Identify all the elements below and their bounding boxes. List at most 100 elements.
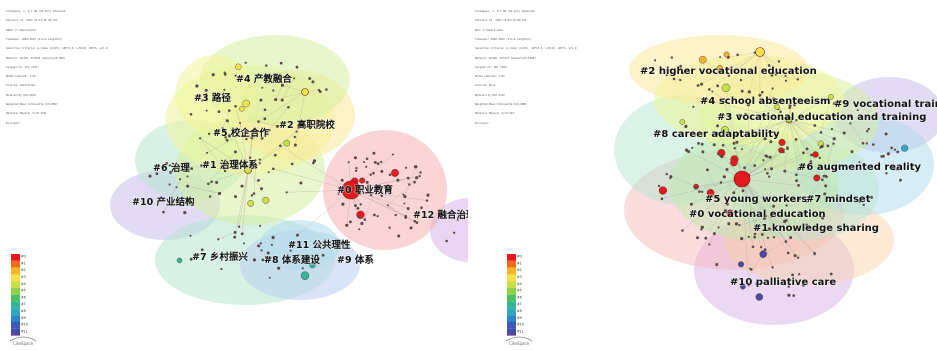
network-node: [740, 237, 744, 241]
network-node: [770, 167, 773, 171]
network-node: [832, 142, 835, 145]
network-node: [893, 148, 896, 151]
network-node: [738, 113, 741, 117]
network-node: [703, 131, 707, 135]
network-node: [257, 120, 260, 123]
network-edge: [741, 178, 758, 230]
network-node: [701, 190, 704, 193]
network-node: [293, 135, 296, 139]
network-node: [746, 103, 750, 107]
network-node: [221, 127, 224, 130]
network-node: [821, 178, 824, 182]
network-node: [788, 106, 792, 110]
network-node: [296, 233, 299, 237]
network-node: [295, 65, 299, 69]
network-node: [369, 194, 373, 197]
network-metadata: CiteSpace, v. 6.1.R6 (64-bit) Advanced F…: [6, 4, 108, 131]
network-node: [726, 209, 734, 217]
network-node: [266, 251, 270, 255]
network-node: [721, 144, 725, 147]
network-node: [285, 191, 288, 194]
network-node: [787, 285, 790, 288]
network-edge: [211, 169, 249, 182]
network-node: [311, 80, 315, 84]
network-node: [813, 174, 821, 182]
network-node: [721, 83, 731, 93]
hub-node: [244, 166, 252, 174]
network-node: [205, 109, 208, 112]
network-node: [747, 284, 750, 287]
legend-label: #2: [21, 268, 26, 272]
network-node: [388, 173, 392, 177]
network-edge: [788, 119, 823, 180]
metadata-line: Excluded:: [475, 121, 490, 125]
network-node: [402, 193, 405, 196]
network-node: [743, 166, 746, 170]
network-node: [774, 104, 780, 110]
network-edge: [771, 75, 798, 80]
network-node: [365, 165, 368, 168]
network-node: [257, 244, 261, 248]
legend-label: #0: [21, 255, 26, 259]
network-node: [168, 164, 172, 167]
network-node: [252, 128, 256, 132]
network-node: [730, 158, 738, 167]
network-node: [272, 167, 275, 171]
network-node: [797, 184, 800, 187]
network-node: [858, 161, 861, 164]
network-edge: [163, 179, 181, 213]
network-node: [758, 93, 762, 97]
network-node: [345, 223, 349, 227]
legend-label: #7: [21, 302, 26, 306]
network-node: [795, 173, 798, 177]
network-node: [261, 258, 265, 262]
network-node: [689, 202, 693, 206]
network-node: [718, 134, 721, 136]
network-node: [349, 220, 352, 224]
network-node: [300, 271, 310, 280]
network-metadata: CiteSpace, v. 6.1.R6 (64-bit) Advanced F…: [475, 4, 577, 131]
network-node: [208, 195, 212, 198]
network-node: [660, 197, 664, 200]
network-node: [795, 119, 798, 122]
legend-label: #7: [517, 302, 522, 306]
network-edge: [207, 131, 247, 154]
network-edge: [297, 189, 352, 236]
metadata-line: Nodes Labeled: 1.0%: [6, 75, 36, 79]
cluster-label-4: #4 school absenteeism: [700, 96, 830, 107]
network-node: [217, 238, 220, 241]
network-node: [445, 239, 448, 243]
network-node: [772, 204, 776, 208]
network-node: [723, 51, 730, 58]
network-node: [356, 207, 360, 210]
network-node: [224, 136, 227, 139]
network-node: [719, 56, 722, 59]
network-edge: [748, 119, 790, 135]
network-node: [812, 151, 819, 158]
network-node: [798, 198, 801, 201]
network-node: [824, 174, 827, 178]
network-node: [220, 254, 224, 257]
network-node: [732, 191, 736, 195]
cluster-label-11: #11 公共理性: [288, 239, 351, 251]
network-node: [293, 143, 297, 147]
network-node: [862, 203, 865, 206]
logo-text: CiteSpace: [509, 341, 530, 346]
network-node: [764, 215, 767, 218]
network-edge: [273, 168, 352, 191]
network-node: [766, 155, 769, 158]
legend-swatch: [507, 274, 516, 282]
network-node: [414, 165, 418, 169]
cluster-label-12: #12 融合治理: [413, 209, 468, 221]
network-node: [759, 250, 767, 258]
network-node: [712, 232, 716, 236]
network-node: [347, 161, 350, 164]
network-node: [204, 88, 208, 92]
network-node: [867, 127, 870, 131]
network-node: [826, 144, 830, 148]
legend-label: #5: [21, 289, 26, 293]
network-node: [234, 74, 237, 77]
metadata-line: Nodes Labeled: 1.0%: [475, 75, 505, 79]
network-node: [273, 153, 277, 157]
network-edge: [724, 99, 743, 180]
